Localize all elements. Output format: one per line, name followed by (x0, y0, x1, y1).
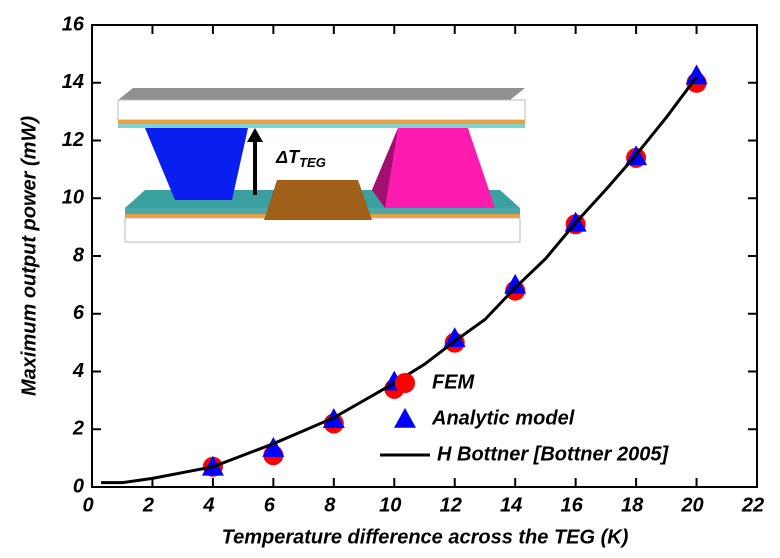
leg-blue (145, 128, 248, 200)
x-tick-label: 20 (680, 494, 703, 516)
delta-text: ΔT (275, 147, 301, 167)
x-tick-label: 0 (82, 494, 93, 516)
triangle-marker (685, 64, 708, 85)
y-tick-label: 14 (62, 71, 84, 93)
x-tick-label: 8 (324, 494, 336, 516)
bottom-plate (124, 217, 521, 243)
delta-subscript: TEG (299, 155, 326, 170)
triangle-marker (504, 273, 527, 294)
top-layer (118, 124, 525, 128)
legend-marker (395, 373, 415, 393)
x-tick-label: 16 (561, 494, 584, 516)
x-tick-label: 6 (264, 494, 276, 516)
top-plate (117, 99, 526, 121)
x-tick-label: 10 (379, 494, 401, 516)
delta-label: ΔTTEG (275, 147, 326, 171)
x-tick-label: 2 (142, 494, 154, 516)
legend-marker (394, 408, 416, 428)
y-tick-label: 16 (62, 13, 85, 35)
x-axis-label: Temperature difference across the TEG (K… (222, 526, 629, 548)
y-tick-label: 10 (62, 187, 84, 209)
y-tick-label: 12 (62, 129, 84, 151)
y-axis-label: Maximum output power (mW) (18, 116, 40, 396)
legend-label: FEM (432, 371, 476, 393)
legend-label: H Bottner [Bottner 2005] (437, 443, 669, 465)
connector (264, 180, 372, 220)
y-tick-label: 8 (73, 244, 85, 266)
top-plate-top (118, 88, 525, 100)
y-tick-label: 0 (73, 475, 84, 497)
legend-label: Analytic model (431, 407, 575, 429)
delta-arrowhead (247, 128, 263, 142)
y-tick-label: 6 (73, 302, 85, 324)
triangle-marker (262, 437, 285, 457)
x-tick-label: 12 (440, 494, 462, 516)
top-layer (118, 120, 525, 124)
leg-pink-side (372, 128, 398, 208)
x-tick-label: 22 (741, 494, 764, 516)
y-tick-label: 2 (72, 418, 84, 440)
leg-pink (372, 128, 495, 208)
triangle-marker (443, 327, 466, 348)
x-tick-label: 4 (202, 494, 214, 516)
x-tick-label: 18 (621, 494, 644, 516)
x-tick-label: 14 (500, 494, 522, 516)
line-series (101, 76, 698, 485)
y-tick-label: 4 (72, 360, 84, 382)
inset-diagram: ΔTTEG (113, 86, 526, 246)
